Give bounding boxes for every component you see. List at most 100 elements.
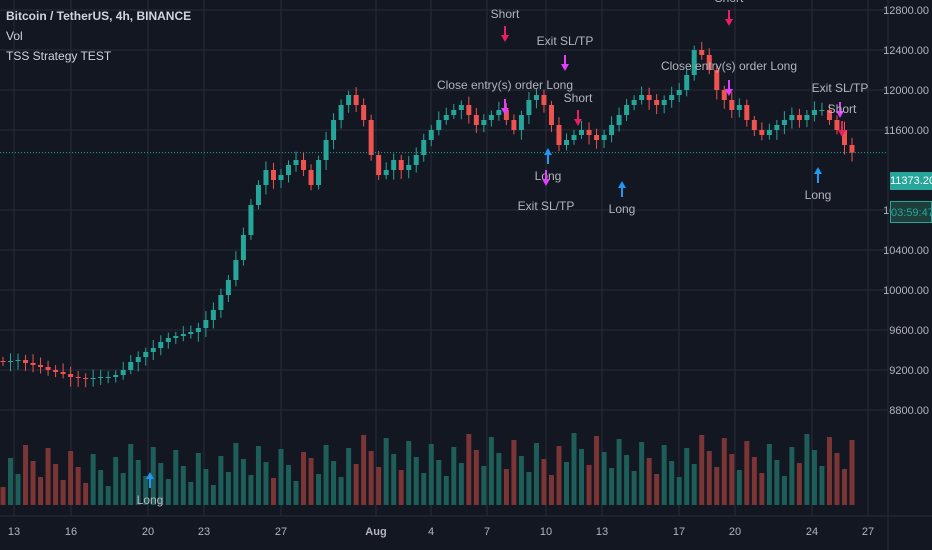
volume-bar <box>8 458 14 505</box>
candle-body <box>443 115 449 120</box>
candle-body <box>526 100 532 115</box>
volume-bar <box>173 450 179 505</box>
candle-body <box>729 100 735 110</box>
price-tick-label: 12400.00 <box>883 45 929 57</box>
candle-body <box>68 374 74 377</box>
volume-bar <box>331 461 337 505</box>
bar-countdown-tag: 03:59:47 <box>890 201 932 223</box>
candle-body <box>113 375 119 377</box>
volume-bar <box>849 440 855 505</box>
candle-body <box>774 125 780 130</box>
price-tick-label: 8800.00 <box>889 405 929 417</box>
time-tick-label: 16 <box>65 526 77 538</box>
volume-bar <box>68 451 74 505</box>
candle-body <box>346 95 352 105</box>
volume-bar <box>346 448 352 505</box>
candle-body <box>75 377 81 378</box>
volume-bar <box>293 481 299 505</box>
volume-bar <box>541 459 547 505</box>
candle-body <box>496 110 502 115</box>
candle-body <box>225 280 231 295</box>
volume-bar <box>98 470 104 505</box>
volume-bar <box>361 435 367 505</box>
strategy-indicator-label[interactable]: TSS Strategy TEST <box>6 49 112 63</box>
candle-body <box>195 328 201 332</box>
candle-body <box>233 260 239 280</box>
candle-body <box>541 95 547 105</box>
candle-body <box>135 357 141 362</box>
volume-bar <box>225 472 231 505</box>
candle-body <box>503 110 509 120</box>
volume-bar <box>518 456 524 505</box>
candle-body <box>533 95 539 100</box>
candle-body <box>60 372 66 374</box>
annotation-arrow-head <box>544 148 552 155</box>
volume-bar <box>353 464 359 505</box>
symbol-title[interactable]: Bitcoin / TetherUS, 4h, BINANCE <box>6 9 192 23</box>
time-tick-label: 24 <box>806 526 818 538</box>
candle-body <box>428 130 434 140</box>
candle-body <box>699 50 705 55</box>
volume-bar <box>841 469 847 505</box>
volume-bar <box>286 465 292 505</box>
volume-bar <box>75 467 81 505</box>
candle-body <box>661 100 667 105</box>
volume-bar <box>616 439 622 505</box>
volume-bar <box>488 437 494 505</box>
annotation-label: Close entry(s) order Long <box>661 59 797 73</box>
annotation-arrow-head <box>542 179 550 186</box>
candle-body <box>38 365 44 367</box>
candle-body <box>518 115 524 130</box>
candle-body <box>654 100 660 105</box>
volume-bar <box>781 476 787 505</box>
candle-body <box>353 95 359 105</box>
volume-bar <box>263 462 269 505</box>
strategy-markers: Short Close entry(s) order Long Exit SL/TP… <box>137 0 869 507</box>
volume-bar <box>721 438 727 505</box>
annotation-label: Close entry(s) order Long <box>437 78 573 92</box>
volume-bar <box>684 448 690 505</box>
volume-bar <box>511 440 517 505</box>
candle-body <box>811 110 817 115</box>
annotation-arrow-head <box>725 89 733 96</box>
candle-body <box>736 105 742 110</box>
volume-bar <box>210 485 216 505</box>
candle-body <box>323 140 329 160</box>
volume-bar <box>458 463 464 505</box>
price-axis[interactable]: 12800.0012400.0012000.0011600.0010800.00… <box>883 5 929 417</box>
time-tick-label: 13 <box>596 526 608 538</box>
candle-body <box>180 334 186 336</box>
annotation-label: Short <box>828 102 857 116</box>
volume-bar <box>436 460 442 505</box>
time-tick-label: 17 <box>673 526 685 538</box>
volume-bar <box>338 477 344 505</box>
candle-body <box>834 120 840 130</box>
candle-body <box>571 135 577 140</box>
candle-body <box>128 362 134 370</box>
volume-bar <box>105 486 111 505</box>
candle-body <box>383 170 389 175</box>
volume-bar <box>135 460 141 505</box>
volume-bar <box>90 454 96 505</box>
candle-body <box>548 105 554 125</box>
volume-bar <box>744 441 750 505</box>
candle-body <box>849 145 855 153</box>
volume-indicator-label[interactable]: Vol <box>6 29 23 43</box>
volume-bar <box>579 449 585 505</box>
time-axis[interactable]: 13 16 20 23 27 Aug 4 7 10 13 17 20 24 27 <box>8 526 874 538</box>
price-tick-label: 10400.00 <box>883 245 929 257</box>
candle-body <box>721 90 727 100</box>
candle-body <box>451 110 457 115</box>
candle-body <box>586 130 592 135</box>
volume-bar <box>526 472 532 505</box>
candle-body <box>83 378 89 379</box>
volume-bar <box>751 457 757 505</box>
candle-body <box>331 120 337 140</box>
annotation-label: Exit SL/TP <box>812 81 869 95</box>
volume-bar <box>556 446 562 505</box>
candle-body <box>473 115 479 125</box>
volume-bar <box>413 457 419 505</box>
volume-bar <box>195 453 201 505</box>
